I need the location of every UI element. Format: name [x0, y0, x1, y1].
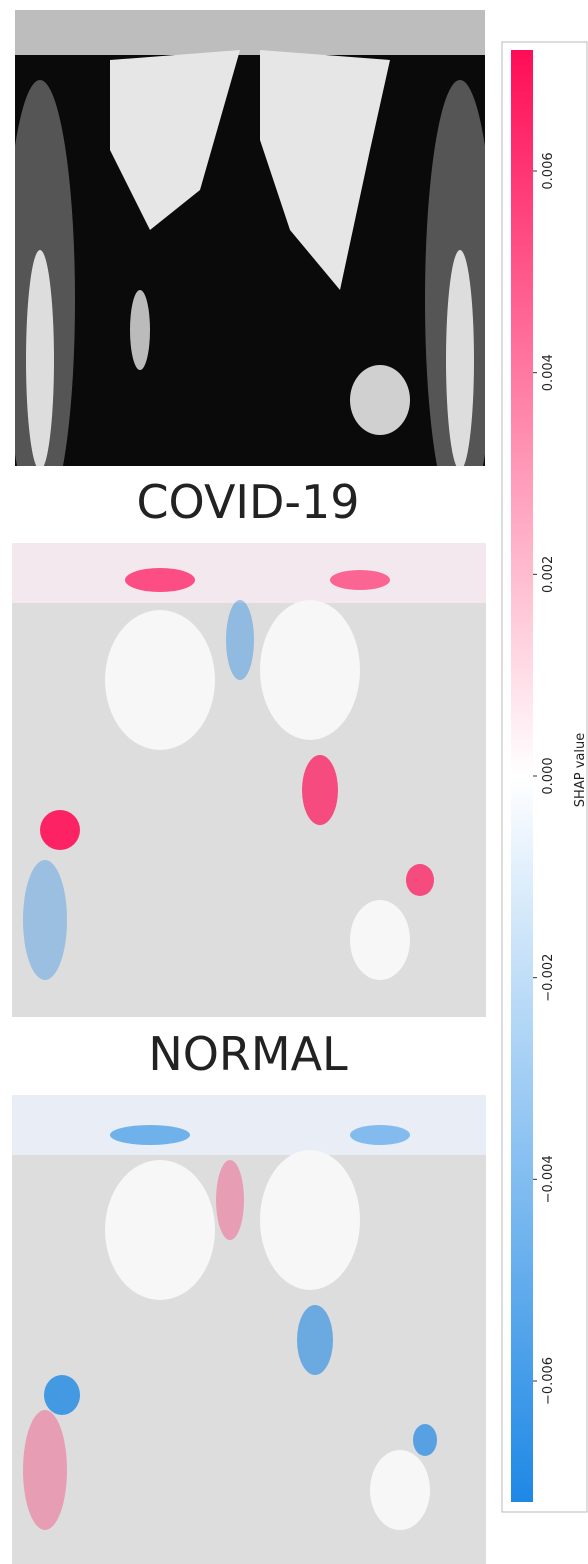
colorbar	[511, 50, 533, 1502]
tick-label: −0.004	[541, 1155, 556, 1203]
xray-image	[15, 10, 485, 466]
tick-label: 0.000	[541, 757, 556, 794]
tick-label: −0.006	[541, 1357, 556, 1405]
colorbar-label: SHAP value	[573, 733, 588, 807]
tick-label: 0.004	[541, 354, 556, 391]
shap-image	[12, 1095, 486, 1564]
tick-label: 0.006	[541, 152, 556, 189]
panel-title: NORMAL	[148, 1027, 348, 1081]
tick-label: −0.002	[541, 954, 556, 1002]
tick-label: 0.002	[541, 556, 556, 593]
shap-image	[12, 543, 486, 1017]
panel-title: COVID-19	[136, 475, 359, 529]
